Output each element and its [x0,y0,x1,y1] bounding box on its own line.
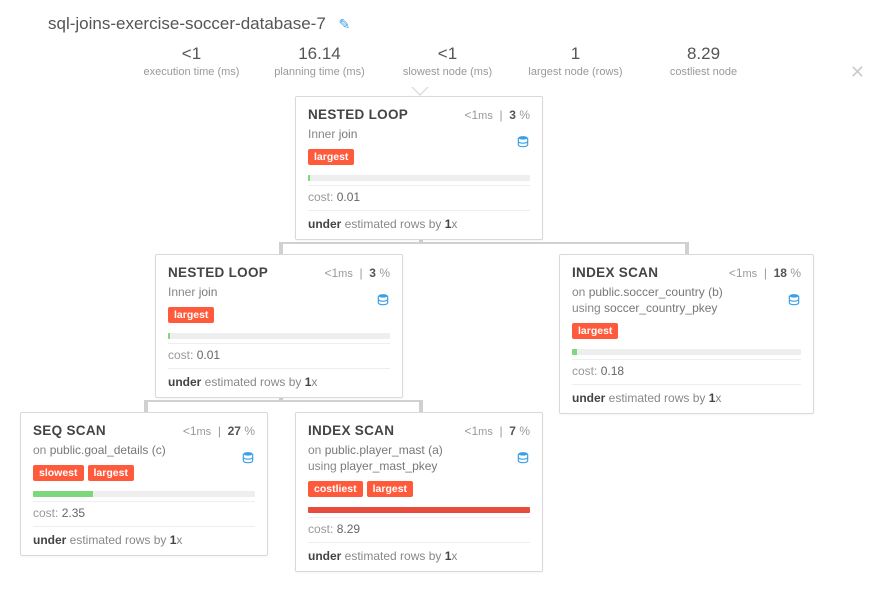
connector [144,400,419,402]
cost-bar [168,333,390,339]
stat-label: planning time (ms) [270,66,370,78]
tag-largest: largest [572,323,618,339]
connector [685,242,689,254]
stat-value: <1 [142,44,242,64]
node-timing: <1ms | 7 % [464,424,530,438]
node-tags: largest [308,148,530,165]
stat-label: slowest node (ms) [398,66,498,78]
cost-label: cost: 0.01 [168,343,390,362]
pointer-icon [411,87,429,96]
connector [419,400,423,412]
plan-node-seq-scan[interactable]: SEQ SCAN <1ms | 27 % on public.goal_detail… [20,412,268,556]
cost-bar [33,491,255,497]
plan-node-nested-loop-2[interactable]: NESTED LOOP <1ms | 3 % Inner join largest co… [155,254,403,398]
node-timing: <1ms | 18 % [729,266,801,280]
stat-exec-time: <1 execution time (ms) [142,44,242,78]
plan-node-nested-loop-1[interactable]: NESTED LOOP <1ms | 3 % Inner join largest co… [295,96,543,240]
row-estimate: under estimated rows by 1x [308,542,530,563]
node-op: INDEX SCAN [308,423,394,438]
node-tags: largest [572,322,801,339]
row-estimate: under estimated rows by 1x [308,210,530,231]
page-title: sql-joins-exercise-soccer-database-7 [48,14,326,33]
cost-bar [308,175,530,181]
plan-node-index-scan-country[interactable]: INDEX SCAN <1ms | 18 % on public.soccer_co… [559,254,814,414]
stats-row: <1 execution time (ms) 16.14 planning ti… [0,44,895,78]
stat-label: execution time (ms) [142,66,242,78]
connector [144,400,148,412]
edit-icon[interactable]: ✎ [339,16,351,33]
database-icon[interactable] [787,293,801,310]
cost-label: cost: 0.01 [308,185,530,204]
node-subtitle: Inner join [308,126,530,142]
tag-costliest: costliest [308,481,363,497]
node-subtitle: on public.soccer_country (b)using soccer… [572,284,801,316]
tag-largest: largest [367,481,413,497]
stat-value: 16.14 [270,44,370,64]
stat-value: 8.29 [654,44,754,64]
node-tags: slowestlargest [33,464,255,481]
tag-largest: largest [308,149,354,165]
stat-label: largest node (rows) [526,66,626,78]
database-icon[interactable] [241,451,255,468]
node-timing: <1ms | 3 % [324,266,390,280]
cost-label: cost: 2.35 [33,501,255,520]
stat-value: 1 [526,44,626,64]
connector [279,242,687,244]
database-icon[interactable] [516,135,530,152]
row-estimate: under estimated rows by 1x [572,384,801,405]
stat-slowest: <1 slowest node (ms) [398,44,498,78]
tag-largest: largest [88,465,134,481]
row-estimate: under estimated rows by 1x [33,526,255,547]
node-tags: largest [168,306,390,323]
stat-costliest: 8.29 costliest node [654,44,754,78]
database-icon[interactable] [376,293,390,310]
cost-bar [572,349,801,355]
node-timing: <1ms | 27 % [183,424,255,438]
node-op: SEQ SCAN [33,423,106,438]
cost-label: cost: 0.18 [572,359,801,378]
node-subtitle: on public.goal_details (c) [33,442,255,458]
node-timing: <1ms | 3 % [464,108,530,122]
tag-slowest: slowest [33,465,84,481]
row-estimate: under estimated rows by 1x [168,368,390,389]
node-op: NESTED LOOP [308,107,408,122]
node-tags: costliestlargest [308,480,530,497]
node-subtitle: on public.player_mast (a)using player_ma… [308,442,530,474]
cost-bar [308,507,530,513]
tag-largest: largest [168,307,214,323]
connector [279,242,283,254]
stat-plan-time: 16.14 planning time (ms) [270,44,370,78]
stat-value: <1 [398,44,498,64]
plan-canvas: NESTED LOOP<1ms | 3 %Inner joinlargestco… [0,78,895,588]
stat-largest: 1 largest node (rows) [526,44,626,78]
stat-label: costliest node [654,66,754,78]
node-op: INDEX SCAN [572,265,658,280]
plan-node-index-scan-player[interactable]: INDEX SCAN <1ms | 7 % on public.player_mas… [295,412,543,572]
node-op: NESTED LOOP [168,265,268,280]
database-icon[interactable] [516,451,530,468]
cost-label: cost: 8.29 [308,517,530,536]
node-subtitle: Inner join [168,284,390,300]
